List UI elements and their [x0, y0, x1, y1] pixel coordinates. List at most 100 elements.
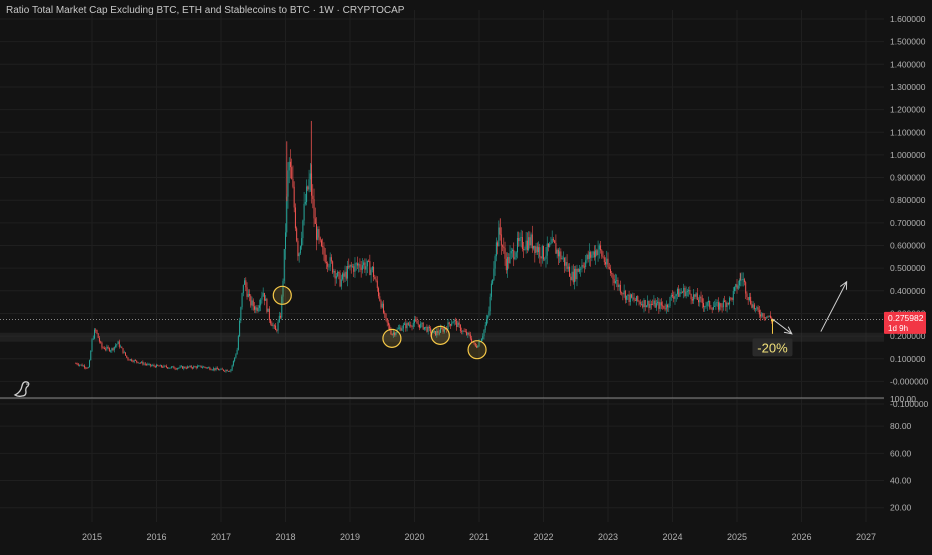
candle-body	[766, 316, 768, 319]
candle-body	[603, 257, 605, 263]
candle-body	[105, 349, 107, 350]
candle-body	[432, 331, 434, 333]
candle-body	[365, 266, 367, 270]
candle-body	[456, 320, 458, 328]
candle-body	[214, 368, 216, 370]
y-tick-label: 0.500000	[890, 263, 926, 273]
candle-body	[378, 288, 380, 297]
candle-body	[752, 304, 754, 308]
x-tick-label: 2016	[146, 532, 166, 542]
candle-body	[660, 302, 662, 306]
candle-body	[518, 237, 520, 242]
candle-body	[483, 329, 485, 337]
candle-body	[211, 369, 213, 371]
candle-body	[213, 368, 215, 370]
candle-body	[298, 253, 300, 257]
candle-body	[128, 359, 130, 361]
candle-body	[278, 315, 280, 322]
candle-body	[704, 306, 706, 308]
candle-body	[133, 360, 135, 362]
candle-body	[724, 300, 726, 302]
candle-body	[272, 325, 274, 327]
candle-body	[132, 361, 134, 362]
x-tick-label: 2022	[533, 532, 553, 542]
candle-body	[416, 320, 418, 324]
candle-body	[642, 304, 644, 308]
candle-body	[462, 330, 464, 332]
candle-body	[612, 273, 614, 280]
candle-body	[725, 301, 727, 308]
candle-body	[745, 282, 747, 294]
candle-body	[188, 366, 190, 368]
candle-body	[597, 249, 599, 256]
candle-body	[275, 325, 277, 331]
candle-body	[111, 348, 113, 351]
candle-body	[90, 350, 92, 361]
candle-body	[582, 265, 584, 267]
candle-body	[164, 365, 166, 367]
candle-body	[614, 280, 616, 284]
annotations: -20%	[272, 280, 848, 360]
candle-body	[411, 326, 413, 328]
candle-body	[376, 280, 378, 289]
candle-body	[683, 287, 685, 293]
candle-body	[478, 341, 480, 347]
y-tick-label: 0.600000	[890, 241, 926, 251]
candle-body	[639, 301, 641, 305]
candle-body	[669, 296, 671, 307]
candle-body	[159, 365, 161, 367]
x-tick-label: 2015	[82, 532, 102, 542]
candle-body	[435, 331, 437, 336]
candle-body	[209, 367, 211, 370]
candle-body	[253, 306, 255, 310]
candle-body	[634, 300, 636, 301]
candle-body	[722, 300, 724, 308]
candle-body	[755, 308, 757, 310]
candle-body	[685, 291, 687, 297]
candle-body	[82, 365, 84, 367]
candle-body	[636, 296, 638, 301]
candle-body	[160, 365, 162, 367]
x-tick-label: 2018	[275, 532, 295, 542]
candle-body	[746, 293, 748, 298]
candle-body	[637, 296, 639, 301]
candle-body	[675, 294, 677, 297]
candle-body	[740, 279, 742, 281]
candle-body	[572, 271, 574, 283]
candle-body	[679, 292, 681, 297]
y-tick-label: 0.400000	[890, 286, 926, 296]
candle-body	[735, 284, 737, 288]
candle-body	[267, 308, 269, 312]
forecast-arrow-head	[783, 326, 793, 335]
candle-body	[256, 307, 258, 312]
candle-body	[449, 324, 451, 326]
candle-body	[110, 350, 112, 352]
candle-body	[84, 365, 86, 368]
candle-body	[201, 367, 203, 369]
candle-body	[281, 296, 283, 318]
candle-body	[541, 246, 543, 259]
candle-body	[613, 279, 615, 284]
candle-body	[283, 248, 285, 281]
candle-body	[676, 288, 678, 295]
candle-body	[301, 238, 303, 247]
candle-body	[705, 305, 707, 307]
candle-body	[443, 328, 445, 332]
candle-body	[699, 296, 701, 303]
candle-body	[551, 238, 553, 244]
candle-body	[538, 247, 540, 253]
candle-body	[595, 250, 597, 258]
candle-body	[304, 202, 306, 204]
candle-body	[448, 322, 450, 325]
y-tick-label: 1.100000	[890, 127, 926, 137]
candle-body	[690, 294, 692, 300]
candle-body	[643, 300, 645, 308]
candle-body	[617, 280, 619, 287]
candle-body	[447, 322, 449, 330]
candle-body	[441, 328, 443, 329]
candle-body	[268, 308, 270, 321]
candle-body	[380, 300, 382, 308]
candle-body	[487, 315, 489, 319]
candle-body	[86, 367, 88, 369]
